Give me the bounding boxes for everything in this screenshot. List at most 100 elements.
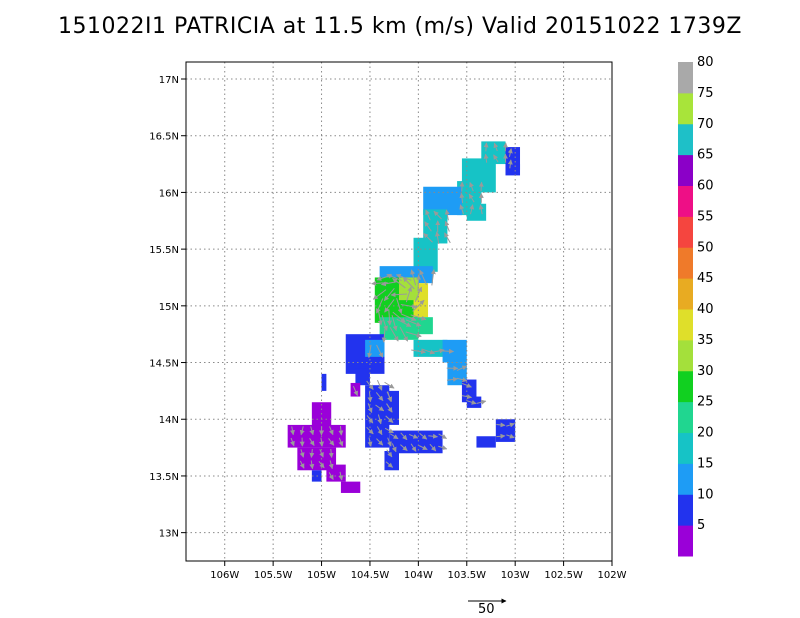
wind-cell-24	[442, 339, 467, 363]
colorbar-label-7: 40	[697, 302, 714, 317]
colorbar-segment-5	[678, 370, 693, 403]
wind-vector-117	[299, 426, 305, 436]
y-tick-label-5: 15.5N	[149, 245, 179, 256]
wind-vector-112	[506, 433, 515, 439]
wind-vector-44	[401, 313, 417, 321]
wind-vector-50	[414, 286, 423, 303]
x-tick-label-6: 103W	[501, 570, 530, 581]
colorbar-label-10: 55	[697, 209, 714, 224]
colorbar-segment-2	[678, 463, 693, 495]
wind-vector-72	[375, 404, 385, 412]
colorbar-label-15: 80	[697, 55, 714, 70]
wind-vector-83	[386, 391, 393, 402]
wind-vector-84	[391, 443, 397, 453]
y-tick-label-1: 13.5N	[149, 472, 179, 483]
wind-vector-89	[409, 433, 419, 439]
wind-cell-29	[495, 419, 516, 442]
wind-vector-12	[468, 193, 475, 203]
wind-vector-76	[384, 427, 394, 434]
wind-vector-63	[367, 437, 373, 447]
wind-vector-106	[461, 394, 473, 400]
wind-vector-124	[338, 437, 344, 447]
colorbar-label-5: 30	[697, 364, 714, 379]
wind-vector-45	[400, 303, 418, 309]
wind-vector-58	[405, 331, 422, 338]
colorbar-segment-9	[678, 247, 693, 279]
y-tick-label-7: 16.5N	[149, 132, 179, 143]
wind-speed-cells	[287, 141, 521, 493]
x-tick-label-1: 105.5W	[254, 570, 293, 581]
wind-vector-82	[386, 403, 393, 413]
wind-vector-102	[446, 376, 459, 382]
wind-vector-91	[419, 432, 428, 440]
colorbar-label-1: 10	[697, 487, 714, 502]
chart-title: 151022I1 PATRICIA at 11.5 km (m/s) Valid…	[57, 14, 742, 39]
wind-vector-65	[366, 415, 374, 424]
colorbar-segment-1	[678, 494, 693, 526]
wind-vector-62	[352, 385, 358, 397]
wind-vector-56	[399, 326, 409, 342]
wind-vector-0	[483, 153, 489, 163]
wind-vector-29	[410, 269, 417, 286]
x-tick-label-4: 104W	[404, 570, 433, 581]
wind-vectors	[289, 142, 515, 481]
wind-vector-127	[299, 449, 305, 458]
wind-vector-101	[441, 348, 455, 354]
wind-vector-97	[386, 449, 393, 458]
wind-cell-35	[340, 481, 361, 493]
x-tick-label-8: 102W	[598, 570, 627, 581]
wind-vector-71	[377, 414, 383, 425]
vector-scale: 50	[468, 598, 507, 617]
wind-cell-17	[355, 368, 370, 386]
wind-vector-95	[438, 433, 447, 439]
wind-vector-128	[309, 460, 315, 470]
wind-vector-109	[476, 399, 487, 405]
wind-vector-48	[410, 314, 427, 321]
colorbar-label-13: 70	[697, 117, 714, 132]
wind-cell-30	[321, 373, 327, 391]
wind-vector-1	[483, 142, 489, 152]
colorbar-label-4: 25	[697, 395, 714, 410]
colorbar-segment-7	[678, 309, 693, 341]
colorbar-segment-0	[678, 525, 693, 557]
colorbar-label-6: 35	[697, 333, 714, 348]
wind-vector-98	[411, 349, 426, 355]
wind-cell-27	[466, 396, 482, 408]
wind-vector-37	[384, 299, 395, 313]
wind-vector-24	[444, 220, 450, 232]
colorbar-label-2: 15	[697, 456, 714, 471]
colorbar-segment-4	[678, 401, 693, 433]
wind-vector-19	[425, 209, 431, 221]
wind-vector-18	[424, 221, 432, 232]
wind-vector-20	[435, 231, 440, 244]
colorbar-segment-11	[678, 185, 693, 217]
wind-vector-2	[493, 154, 499, 163]
wind-vector-54	[389, 327, 399, 342]
y-tick-label-3: 14.5N	[149, 359, 179, 370]
wind-vector-94	[438, 445, 448, 450]
wind-vector-93	[428, 433, 438, 439]
colorbar-segment-8	[678, 278, 693, 310]
wind-vector-130	[318, 461, 325, 469]
y-tick-label-2: 14N	[159, 415, 179, 426]
wind-vector-70	[376, 426, 383, 436]
wind-vector-61	[376, 344, 384, 358]
wind-vector-125	[338, 426, 344, 436]
y-tick-label-0: 13N	[159, 529, 179, 540]
wind-vector-104	[456, 377, 468, 383]
y-axis-ticks: 13N 13.5N 14N 14.5N 15N 15.5N 16N 16.5N 17N	[149, 75, 186, 540]
wind-vector-99	[421, 348, 436, 355]
wind-vector-34	[372, 289, 387, 300]
wind-vector-43	[392, 277, 406, 289]
wind-vector-42	[390, 292, 408, 298]
colorbar-label-3: 20	[697, 426, 714, 441]
wind-vector-11	[469, 204, 475, 215]
wind-vector-88	[410, 443, 417, 452]
wind-vector-64	[366, 426, 374, 435]
wind-vector-113	[506, 422, 515, 428]
wind-vector-114	[290, 437, 295, 447]
wind-vector-110	[496, 433, 506, 439]
wind-vector-133	[328, 448, 334, 459]
wind-cell-12	[399, 277, 419, 301]
